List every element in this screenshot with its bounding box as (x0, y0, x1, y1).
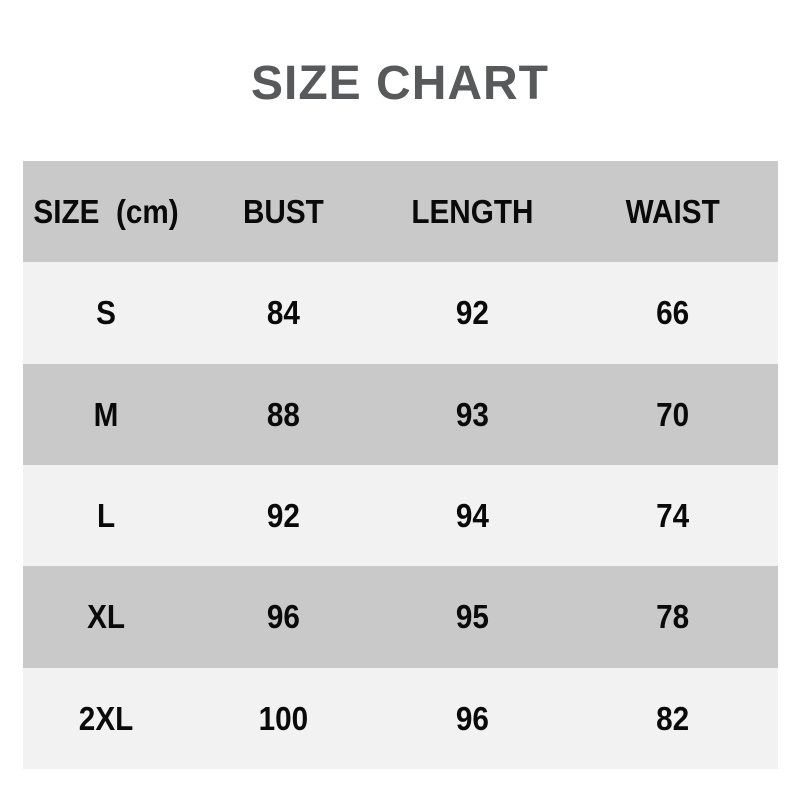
table-row-s: S 84 92 66 (23, 262, 778, 364)
table-row-m: M 88 93 70 (23, 363, 778, 465)
bust-value: 92 (266, 497, 300, 535)
size-label: M (93, 395, 119, 433)
column-header-bust: BUST (243, 193, 324, 231)
table-row-l: L 92 94 74 (23, 464, 778, 567)
column-header-waist: WAIST (625, 193, 720, 231)
column-header-size: SIZE (cm) (33, 193, 179, 231)
waist-value: 82 (655, 699, 689, 737)
length-value: 95 (455, 598, 489, 636)
length-value: 93 (455, 395, 489, 433)
bust-value: 100 (258, 699, 309, 737)
bust-value: 84 (266, 294, 300, 332)
waist-value: 70 (655, 395, 689, 433)
waist-value: 74 (655, 497, 689, 535)
column-header-length: LENGTH (411, 193, 534, 231)
table-row-xl: XL 96 95 78 (23, 566, 778, 668)
size-table: SIZE (cm) BUST LENGTH WAIST S 84 92 66 M… (23, 161, 778, 769)
table-header-row: SIZE (cm) BUST LENGTH WAIST (23, 161, 778, 263)
length-value: 96 (455, 699, 489, 737)
size-label: L (96, 497, 116, 535)
page-title: SIZE CHART (251, 57, 549, 110)
table-row-2xl: 2XL 100 96 82 (23, 667, 778, 769)
bust-value: 88 (266, 395, 300, 433)
bust-value: 96 (266, 598, 300, 636)
size-label: S (96, 294, 116, 332)
size-label: XL (87, 598, 126, 636)
length-value: 94 (455, 497, 489, 535)
length-value: 92 (455, 294, 489, 332)
waist-value: 78 (655, 598, 689, 636)
size-label: 2XL (78, 699, 134, 737)
waist-value: 66 (655, 294, 689, 332)
